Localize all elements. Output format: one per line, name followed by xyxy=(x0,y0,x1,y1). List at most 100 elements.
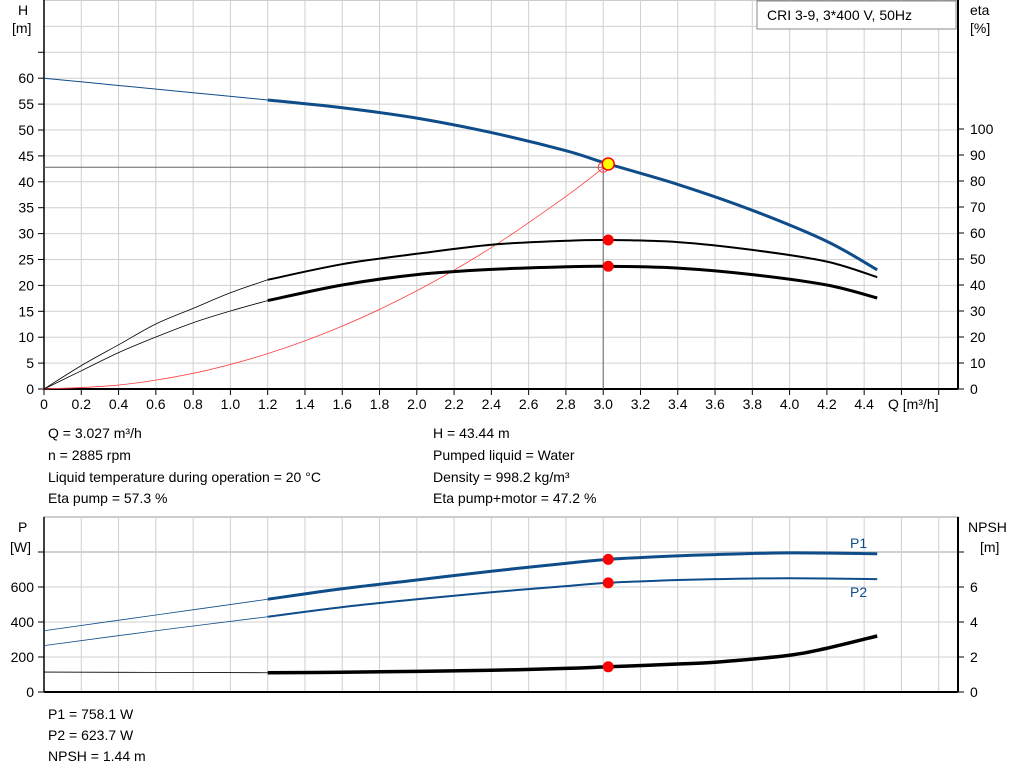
top-plot-area xyxy=(43,0,959,390)
info-temp: Liquid temperature during operation = 20… xyxy=(48,469,321,485)
y-right-tick-label: 0 xyxy=(970,684,978,700)
x-tick-label: 1.2 xyxy=(258,396,278,412)
p1-label: P1 xyxy=(850,535,867,551)
y-left-tick-label: 5 xyxy=(26,355,34,371)
y-right-tick-label: 80 xyxy=(970,173,986,189)
npsh-curve-thin xyxy=(43,671,268,674)
y-left-label: [m] xyxy=(12,20,31,36)
eta-pump-point xyxy=(602,234,614,246)
x-tick-label: 2.6 xyxy=(519,396,539,412)
x-tick-label: 4.0 xyxy=(780,396,800,412)
x-tick-label: 4.2 xyxy=(817,396,837,412)
y-left-tick-label: 400 xyxy=(11,614,35,630)
y-right-label: [m] xyxy=(980,539,999,555)
x-tick-label: 2.2 xyxy=(444,396,464,412)
eta-pump-motor-curve-thin xyxy=(43,300,268,390)
eta-pump-motor-curve xyxy=(267,264,878,303)
y-right-label: eta xyxy=(970,2,990,18)
x-tick-label: 1.4 xyxy=(295,396,315,412)
info-q: Q = 3.027 m³/h xyxy=(48,425,142,441)
x-tick-label: 0.8 xyxy=(183,396,203,412)
info-h: H = 43.44 m xyxy=(433,425,510,441)
x-tick-label: 4.4 xyxy=(854,396,874,412)
y-right-tick-label: 2 xyxy=(970,649,978,665)
x-tick-label: 2.0 xyxy=(407,396,427,412)
system-curve xyxy=(43,163,609,390)
y-left-tick-label: 35 xyxy=(18,200,34,216)
info-n: n = 2885 rpm xyxy=(48,447,131,463)
chart-title: CRI 3-9, 3*400 V, 50Hz xyxy=(767,7,912,23)
y-right-tick-label: 20 xyxy=(970,329,986,345)
y-left-tick-label: 15 xyxy=(18,303,34,319)
x-tick-label: 0.4 xyxy=(109,396,129,412)
x-tick-label: 2.4 xyxy=(482,396,502,412)
y-left-label: P xyxy=(18,519,27,535)
x-tick-label: 3.8 xyxy=(743,396,763,412)
y-left-tick-label: 55 xyxy=(18,96,34,112)
x-tick-label: 3.0 xyxy=(593,396,613,412)
info-eta-pump: Eta pump = 57.3 % xyxy=(48,490,168,506)
y-left-tick-label: 30 xyxy=(18,226,34,242)
y-left-tick-label: 0 xyxy=(26,381,34,397)
info-eta-pump-motor: Eta pump+motor = 47.2 % xyxy=(433,490,597,506)
y-left-tick-label: 0 xyxy=(26,684,34,700)
x-tick-label: 0.6 xyxy=(146,396,166,412)
p1-curve-thin xyxy=(43,598,268,632)
y-right-tick-label: 100 xyxy=(970,121,994,137)
p2-label: P2 xyxy=(850,584,867,600)
x-tick-label: 1.8 xyxy=(370,396,390,412)
x-tick-label: 2.8 xyxy=(556,396,576,412)
x-tick-label: 3.2 xyxy=(631,396,651,412)
y-right-tick-label: 6 xyxy=(970,579,978,595)
y-left-tick-label: 60 xyxy=(18,70,34,86)
y-right-tick-label: 40 xyxy=(970,277,986,293)
bottom-plot-area xyxy=(43,516,959,693)
y-right-label: [%] xyxy=(970,20,990,36)
y-left-label: [W] xyxy=(10,539,31,555)
y-right-tick-label: 70 xyxy=(970,199,986,215)
y-right-tick-label: 60 xyxy=(970,225,986,241)
eta-pump-motor-point xyxy=(602,260,614,272)
y-right-tick-label: 50 xyxy=(970,251,986,267)
npsh-point xyxy=(602,661,614,673)
head-curve-thin xyxy=(43,77,268,101)
p2-point xyxy=(602,577,614,589)
info-p2: P2 = 623.7 W xyxy=(48,727,134,743)
x-tick-label: 3.4 xyxy=(668,396,688,412)
info-liquid: Pumped liquid = Water xyxy=(433,447,575,463)
operating-point-marker xyxy=(601,157,615,171)
info-density: Density = 998.2 kg/m³ xyxy=(433,469,570,485)
x-tick-label: 1.6 xyxy=(333,396,353,412)
x-tick-label: 0.2 xyxy=(72,396,92,412)
p2-curve xyxy=(267,577,878,618)
y-left-tick-label: 25 xyxy=(18,252,34,268)
x-axis-label: Q [m³/h] xyxy=(888,396,939,412)
title-box xyxy=(756,0,957,30)
eta-pump-curve xyxy=(267,238,878,281)
y-left-label: H xyxy=(18,2,28,18)
y-left-tick-label: 50 xyxy=(18,122,34,138)
y-left-tick-label: 20 xyxy=(18,277,34,293)
info-p1: P1 = 758.1 W xyxy=(48,706,134,722)
p1-curve xyxy=(267,551,878,601)
y-left-tick-label: 600 xyxy=(11,579,35,595)
y-right-label: NPSH xyxy=(968,519,1007,535)
y-right-tick-label: 90 xyxy=(970,147,986,163)
x-tick-label: 1.0 xyxy=(221,396,241,412)
y-right-tick-label: 4 xyxy=(970,614,978,630)
info-npsh: NPSH = 1.44 m xyxy=(48,748,146,764)
eta-pump-curve-thin xyxy=(43,279,268,390)
y-left-tick-label: 40 xyxy=(18,174,34,190)
y-right-tick-label: 30 xyxy=(970,303,986,319)
y-left-tick-label: 45 xyxy=(18,148,34,164)
x-tick-label: 3.6 xyxy=(705,396,725,412)
y-right-tick-label: 0 xyxy=(970,381,978,397)
p1-point xyxy=(602,553,614,565)
y-left-tick-label: 10 xyxy=(18,329,34,345)
p2-curve-thin xyxy=(43,616,268,647)
head-curve xyxy=(267,98,878,272)
y-left-tick-label: 200 xyxy=(11,649,35,665)
y-right-tick-label: 10 xyxy=(970,355,986,371)
x-tick-label: 0 xyxy=(40,396,48,412)
